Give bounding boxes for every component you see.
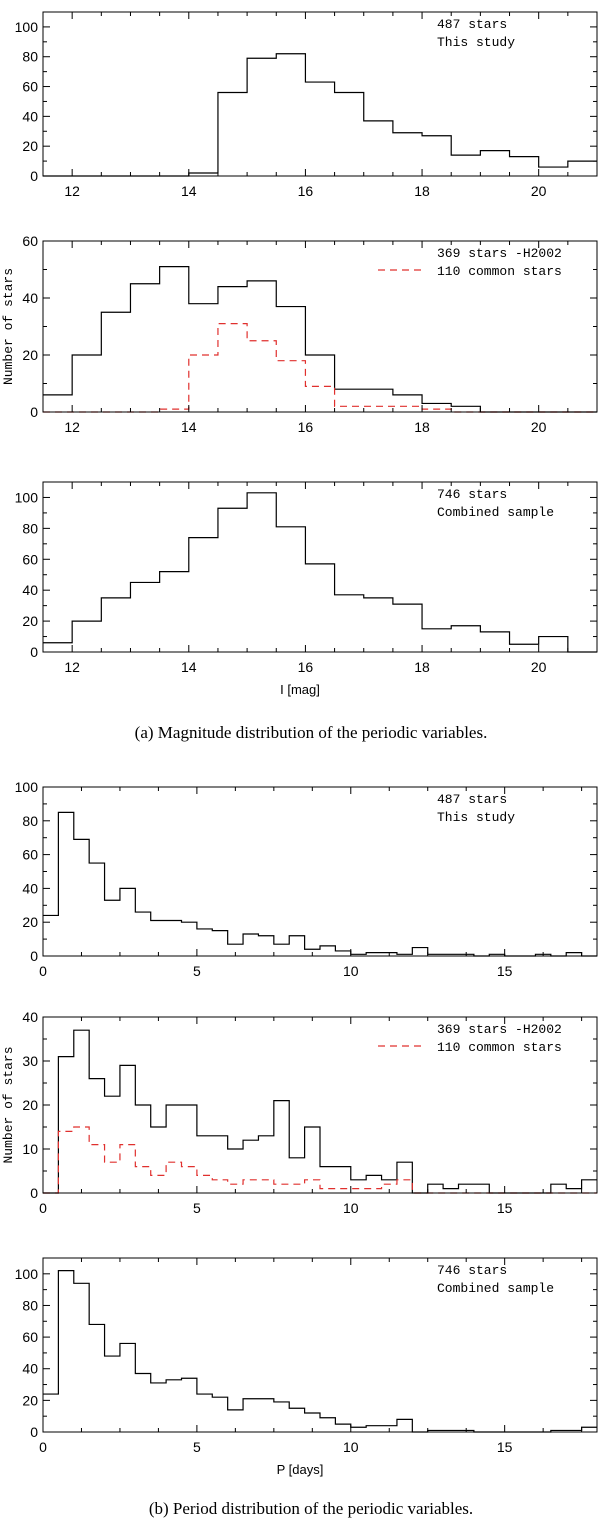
x-tick-label: 15 — [497, 1439, 513, 1455]
legend-entry: 110 common stars — [437, 264, 562, 279]
y-tick-label: 20 — [22, 914, 38, 930]
y-tick-label: 20 — [22, 347, 38, 363]
series-solid-per-bottom — [43, 1270, 597, 1433]
y-tick-label: 60 — [22, 79, 38, 95]
x-tick-label: 14 — [181, 419, 197, 435]
x-tick-label: 10 — [343, 1439, 359, 1455]
y-tick-label: 60 — [22, 1329, 38, 1345]
x-tick-label: 12 — [64, 659, 80, 675]
series-solid-per-top — [43, 811, 597, 957]
y-tick-label: 40 — [22, 1009, 38, 1025]
caption-a: (a) Magnitude distribution of the period… — [135, 723, 488, 742]
panel-mag-mid: 12 14 16 18 20 0 20 40 60 369 stars -H2002 110 com… — [1, 233, 598, 435]
legend-entry: Combined sample — [437, 505, 554, 520]
legend-entry: 746 stars — [437, 487, 507, 502]
panel-per-top: 0 5 10 15 0 20 40 60 80 100 487 stars This study — [15, 779, 598, 979]
panel-mag-top: 12 14 16 18 20 0 20 40 60 80 100 487 stars This stud… — [15, 11, 598, 199]
y-tick-label: 40 — [22, 880, 38, 896]
x-tick-label: 12 — [64, 183, 80, 199]
x-tick-label: 16 — [298, 419, 314, 435]
plot-frame — [42, 11, 598, 177]
legend-entry: 487 stars — [437, 17, 507, 32]
x-tick-label: 14 — [181, 183, 197, 199]
y-tick-label: 20 — [22, 1392, 38, 1408]
legend-entry: This study — [437, 810, 515, 825]
x-axis-label: I [mag] — [280, 682, 320, 697]
legend-entry: Combined sample — [437, 1281, 554, 1296]
x-tick-label: 20 — [531, 183, 547, 199]
x-tick-label: 0 — [39, 963, 47, 979]
y-tick-label: 40 — [22, 290, 38, 306]
y-tick-label: 20 — [22, 613, 38, 629]
caption-b: (b) Period distribution of the periodic … — [149, 1499, 473, 1518]
x-tick-label: 0 — [39, 1200, 47, 1216]
y-tick-label: 100 — [15, 489, 39, 505]
legend-entry: 746 stars — [437, 1263, 507, 1278]
y-tick-label: 30 — [22, 1053, 38, 1069]
y-tick-label: 0 — [30, 1424, 38, 1440]
x-tick-label: 10 — [343, 1200, 359, 1216]
y-tick-label: 10 — [22, 1141, 38, 1157]
legend-entry: 369 stars -H2002 — [437, 1022, 562, 1037]
x-tick-label: 0 — [39, 1439, 47, 1455]
y-tick-label: 100 — [15, 1266, 39, 1282]
x-tick-label: 5 — [193, 1200, 201, 1216]
x-tick-label: 18 — [414, 183, 430, 199]
plot-frame — [42, 1257, 598, 1433]
series-solid-mag-bottom — [43, 492, 597, 653]
y-tick-label: 0 — [30, 168, 38, 184]
x-tick-label: 10 — [343, 963, 359, 979]
x-tick-label: 16 — [298, 659, 314, 675]
x-tick-label: 16 — [298, 183, 314, 199]
x-tick-label: 5 — [193, 1439, 201, 1455]
y-tick-label: 0 — [30, 1185, 38, 1201]
y-tick-label: 20 — [22, 1097, 38, 1113]
series-solid-mag-top — [43, 53, 597, 177]
series-solid-per-mid — [43, 1029, 597, 1194]
panel-per-bottom: 0 5 10 15 0 20 40 60 80 100 746 stars Combined samp… — [15, 1257, 598, 1477]
y-tick-label: 0 — [30, 948, 38, 964]
x-tick-label: 15 — [497, 1200, 513, 1216]
series-solid-mag-mid — [43, 266, 597, 413]
y-axis-label: Number of stars — [1, 1046, 16, 1163]
y-tick-label: 100 — [15, 779, 39, 795]
y-axis-label: Number of stars — [1, 268, 16, 385]
y-tick-label: 80 — [22, 49, 38, 65]
series-dashed-mag-mid — [43, 323, 597, 413]
y-tick-label: 80 — [22, 1297, 38, 1313]
panel-mag-bottom: 12 14 16 18 20 0 20 40 60 80 100 746 stars Combined … — [15, 481, 598, 697]
y-tick-label: 0 — [30, 404, 38, 420]
y-tick-label: 60 — [22, 847, 38, 863]
legend-entry: 369 stars -H2002 — [437, 246, 562, 261]
legend-entry: 487 stars — [437, 792, 507, 807]
x-tick-label: 5 — [193, 963, 201, 979]
x-tick-label: 20 — [531, 659, 547, 675]
x-tick-label: 18 — [414, 419, 430, 435]
x-tick-label: 18 — [414, 659, 430, 675]
x-tick-label: 14 — [181, 659, 197, 675]
y-tick-label: 40 — [22, 108, 38, 124]
x-tick-label: 20 — [531, 419, 547, 435]
y-tick-label: 60 — [22, 233, 38, 249]
y-tick-label: 100 — [15, 19, 39, 35]
y-tick-label: 40 — [22, 582, 38, 598]
y-tick-label: 40 — [22, 1361, 38, 1377]
y-tick-label: 20 — [22, 138, 38, 154]
x-tick-label: 15 — [497, 963, 513, 979]
x-tick-label: 12 — [64, 419, 80, 435]
x-axis-label: P [days] — [277, 1462, 324, 1477]
y-tick-label: 60 — [22, 551, 38, 567]
legend-entry: This study — [437, 35, 515, 50]
y-tick-label: 80 — [22, 520, 38, 536]
plot-frame — [42, 481, 598, 653]
y-tick-label: 80 — [22, 813, 38, 829]
legend-entry: 110 common stars — [437, 1040, 562, 1055]
panel-per-mid: 0 5 10 15 0 10 20 30 40 369 stars -H2002 110 commo… — [1, 1009, 598, 1216]
y-tick-label: 0 — [30, 644, 38, 660]
